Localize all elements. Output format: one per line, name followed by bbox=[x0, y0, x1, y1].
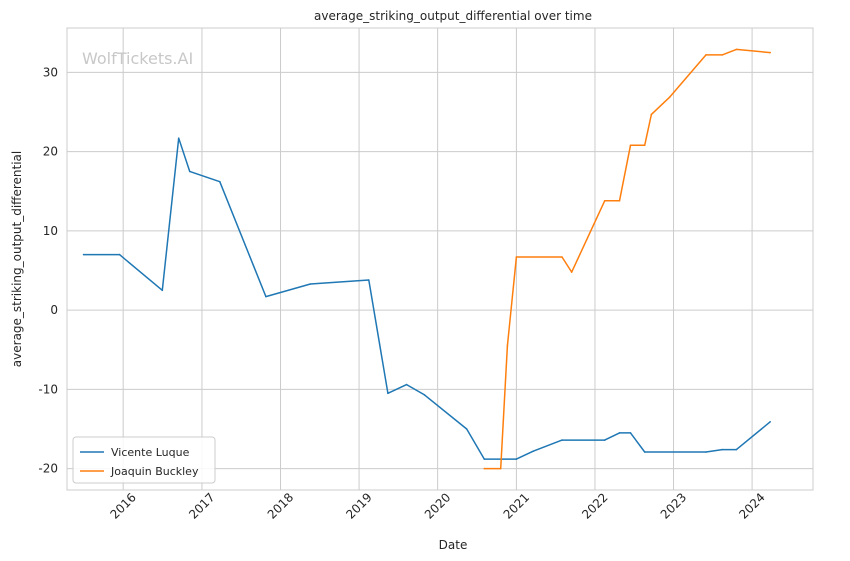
legend: Vicente Luque Joaquin Buckley bbox=[72, 436, 216, 484]
data-point-vicente-luque bbox=[769, 421, 771, 423]
data-point-vicente-luque bbox=[483, 458, 486, 460]
series-lines bbox=[82, 48, 771, 470]
y-tick-label: 0 bbox=[50, 303, 58, 317]
data-point-vicente-luque bbox=[161, 289, 164, 292]
y-axis-label: average_striking_output_differential bbox=[10, 151, 24, 367]
data-point-vicente-luque bbox=[465, 428, 468, 430]
y-tick-label: 20 bbox=[43, 145, 58, 159]
data-point-joaquin-buckley bbox=[499, 467, 502, 470]
data-point-joaquin-buckley bbox=[618, 200, 621, 202]
data-point-vicente-luque bbox=[603, 439, 606, 441]
data-point-joaquin-buckley bbox=[506, 345, 509, 347]
data-point-joaquin-buckley bbox=[650, 113, 653, 116]
series-line-joaquin-buckley bbox=[484, 48, 771, 470]
data-point-vicente-luque bbox=[561, 439, 563, 441]
legend-label-vicente-luque: Vicente Luque bbox=[111, 446, 190, 459]
chart-title: average_striking_output_differential ove… bbox=[314, 9, 592, 23]
data-point-vicente-luque bbox=[643, 451, 646, 453]
data-point-joaquin-buckley bbox=[515, 256, 518, 258]
data-point-vicente-luque bbox=[219, 180, 221, 183]
data-point-joaquin-buckley bbox=[769, 51, 771, 54]
y-tick-label: -20 bbox=[38, 462, 58, 476]
plot-frame bbox=[66, 27, 814, 491]
data-point-joaquin-buckley bbox=[643, 144, 646, 147]
y-tick-label: -10 bbox=[38, 382, 58, 396]
data-point-joaquin-buckley bbox=[735, 48, 738, 51]
data-point-vicente-luque bbox=[705, 451, 707, 453]
data-point-vicente-luque bbox=[387, 392, 389, 395]
data-point-vicente-luque bbox=[735, 448, 738, 451]
data-point-vicente-luque bbox=[368, 279, 370, 281]
x-axis-label: Date bbox=[439, 538, 468, 552]
plot-area bbox=[67, 28, 813, 490]
legend-label-joaquin-buckley: Joaquin Buckley bbox=[110, 465, 199, 478]
data-point-vicente-luque bbox=[177, 137, 180, 139]
data-point-vicente-luque bbox=[82, 253, 85, 256]
y-tick-label: 30 bbox=[43, 65, 58, 79]
data-point-joaquin-buckley bbox=[629, 144, 632, 147]
data-point-vicente-luque bbox=[309, 283, 312, 285]
data-point-vicente-luque bbox=[265, 295, 267, 298]
data-point-joaquin-buckley bbox=[570, 271, 573, 273]
data-point-vicente-luque bbox=[515, 458, 518, 460]
data-point-joaquin-buckley bbox=[561, 256, 563, 258]
grid bbox=[67, 28, 813, 490]
data-point-joaquin-buckley bbox=[705, 54, 707, 56]
data-point-joaquin-buckley bbox=[603, 200, 606, 202]
data-point-vicente-luque bbox=[188, 170, 191, 173]
data-point-vicente-luque bbox=[423, 394, 426, 396]
legend-box bbox=[72, 436, 216, 484]
watermark: WolfTickets.AI bbox=[82, 49, 193, 68]
data-point-vicente-luque bbox=[629, 432, 632, 434]
data-point-joaquin-buckley bbox=[721, 54, 723, 56]
data-point-joaquin-buckley bbox=[483, 467, 486, 470]
data-point-vicente-luque bbox=[405, 383, 408, 386]
data-point-vicente-luque bbox=[118, 253, 121, 256]
y-axis-ticks: -20 -10 0 10 20 30 bbox=[38, 65, 58, 475]
data-point-vicente-luque bbox=[618, 432, 621, 434]
y-tick-label: 10 bbox=[43, 224, 58, 238]
data-point-vicente-luque bbox=[532, 450, 534, 453]
data-point-joaquin-buckley bbox=[669, 96, 671, 98]
data-point-vicente-luque bbox=[721, 448, 723, 451]
